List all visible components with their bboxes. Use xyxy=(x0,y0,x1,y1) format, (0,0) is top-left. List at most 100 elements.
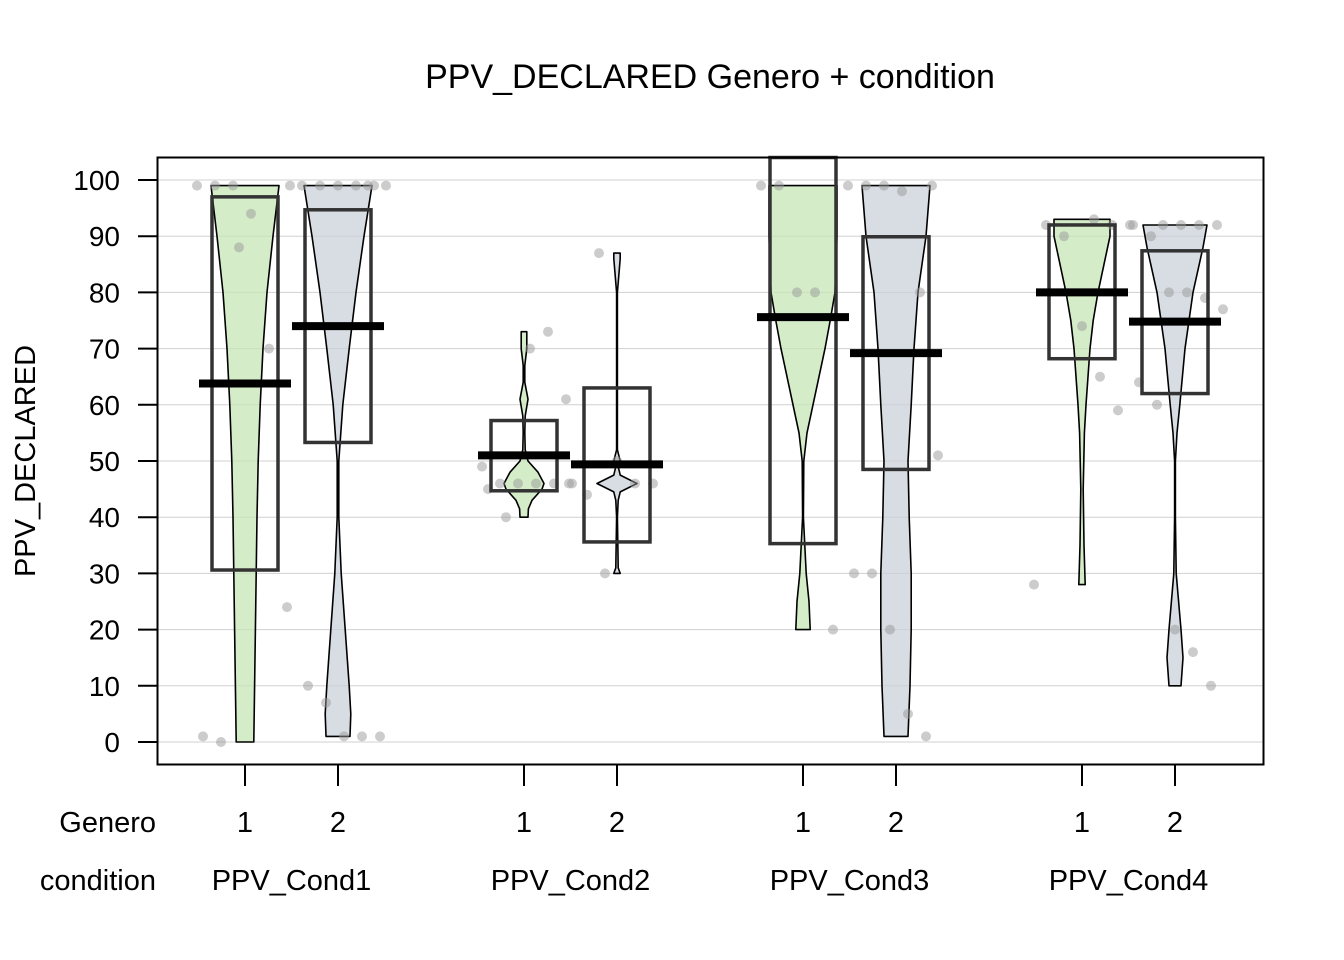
data-point xyxy=(843,180,853,191)
data-point xyxy=(381,180,391,191)
data-point xyxy=(933,450,943,461)
data-point xyxy=(333,180,343,191)
y-axis: 0 10 20 30 40 50 60 70 80 90 100 xyxy=(73,165,157,758)
data-point xyxy=(369,180,379,191)
data-point xyxy=(921,731,931,742)
data-point xyxy=(600,568,610,579)
genero-label: 2 xyxy=(609,807,625,839)
data-point xyxy=(1218,304,1228,315)
data-point xyxy=(1206,680,1216,691)
data-point xyxy=(1176,220,1186,230)
data-point xyxy=(828,624,838,635)
data-point xyxy=(1077,321,1087,332)
data-point xyxy=(792,287,802,298)
data-point xyxy=(1146,231,1156,242)
genero-row-label: Genero xyxy=(59,807,156,839)
data-point xyxy=(1152,399,1162,410)
data-point xyxy=(339,731,349,742)
data-point xyxy=(1212,220,1222,230)
y-tick-label: 50 xyxy=(89,446,120,477)
data-point xyxy=(564,478,574,489)
y-tick-label: 70 xyxy=(89,334,120,365)
data-point xyxy=(282,602,292,613)
violin-PPV_Cond2-genero-2 xyxy=(596,252,638,575)
data-point xyxy=(1095,371,1105,382)
data-point xyxy=(885,624,895,635)
data-point xyxy=(315,180,325,191)
data-point xyxy=(1113,405,1123,416)
y-tick-label: 40 xyxy=(89,502,120,533)
mean-bars xyxy=(199,288,1221,469)
data-point xyxy=(879,180,889,191)
data-point xyxy=(927,180,937,191)
data-point xyxy=(513,478,523,489)
data-point xyxy=(321,697,331,708)
data-point xyxy=(561,394,571,405)
data-point xyxy=(285,180,295,191)
data-point xyxy=(264,343,274,354)
data-point xyxy=(1059,231,1069,242)
data-point xyxy=(630,478,640,489)
y-tick-label: 80 xyxy=(89,277,120,308)
data-point xyxy=(531,478,541,489)
data-point xyxy=(357,731,367,742)
y-tick-label: 60 xyxy=(89,390,120,421)
violins xyxy=(210,184,1208,743)
y-tick-label: 90 xyxy=(89,221,120,252)
data-point xyxy=(192,180,202,191)
genero-label: 1 xyxy=(237,807,253,839)
data-point xyxy=(867,568,877,579)
data-point xyxy=(861,180,871,191)
data-point xyxy=(1029,579,1039,590)
data-point xyxy=(303,680,313,691)
data-point xyxy=(477,461,487,472)
violin-PPV_Cond4-genero-2 xyxy=(1142,224,1208,687)
data-point xyxy=(1188,647,1198,658)
genero-label: 1 xyxy=(1074,807,1090,839)
data-point xyxy=(1089,214,1099,225)
chart-title: PPV_DECLARED Genero + condition xyxy=(425,58,995,96)
data-point xyxy=(297,180,307,191)
data-point xyxy=(234,242,244,253)
data-point xyxy=(1170,624,1180,635)
y-tick-label: 100 xyxy=(73,165,120,196)
data-point xyxy=(903,708,913,719)
data-point xyxy=(1158,220,1168,230)
y-tick-label: 30 xyxy=(89,558,120,589)
violin-PPV_Cond3-genero-1 xyxy=(768,184,838,631)
data-point xyxy=(1182,287,1192,298)
genero-label: 2 xyxy=(330,807,346,839)
data-point xyxy=(375,731,385,742)
data-point xyxy=(1128,220,1138,230)
data-point xyxy=(525,343,535,354)
data-point xyxy=(351,180,361,191)
y-tick-label: 10 xyxy=(89,671,120,702)
data-point xyxy=(594,248,604,259)
data-point xyxy=(1164,287,1174,298)
genero-label: 1 xyxy=(516,807,532,839)
data-point xyxy=(849,568,859,579)
data-point xyxy=(774,180,784,191)
data-point xyxy=(246,208,256,219)
violin-PPV_Cond1-genero-1 xyxy=(210,184,280,743)
violin-PPV_Cond4-genero-1 xyxy=(1053,218,1111,586)
genero-label: 2 xyxy=(888,807,904,839)
data-point xyxy=(810,287,820,298)
data-point xyxy=(1194,220,1204,230)
data-point xyxy=(228,180,238,191)
condition-label: PPV_Cond4 xyxy=(1049,865,1209,897)
x-axis: 1 2 1 2 1 2 1 2 PPV_Cond1 PPV_Cond2 PPV_Cond3 PPV_C… xyxy=(212,764,1209,897)
y-tick-label: 20 xyxy=(89,615,120,646)
data-point xyxy=(915,287,925,298)
data-point xyxy=(543,326,553,337)
data-point xyxy=(198,731,208,742)
condition-label: PPV_Cond2 xyxy=(491,865,651,897)
y-tick-label: 0 xyxy=(104,727,120,758)
data-point xyxy=(495,478,505,489)
y-axis-label: PPV_DECLARED xyxy=(10,345,42,577)
genero-label: 2 xyxy=(1167,807,1183,839)
condition-label: PPV_Cond3 xyxy=(770,865,930,897)
condition-row-label: condition xyxy=(40,865,156,897)
data-point xyxy=(216,737,226,747)
